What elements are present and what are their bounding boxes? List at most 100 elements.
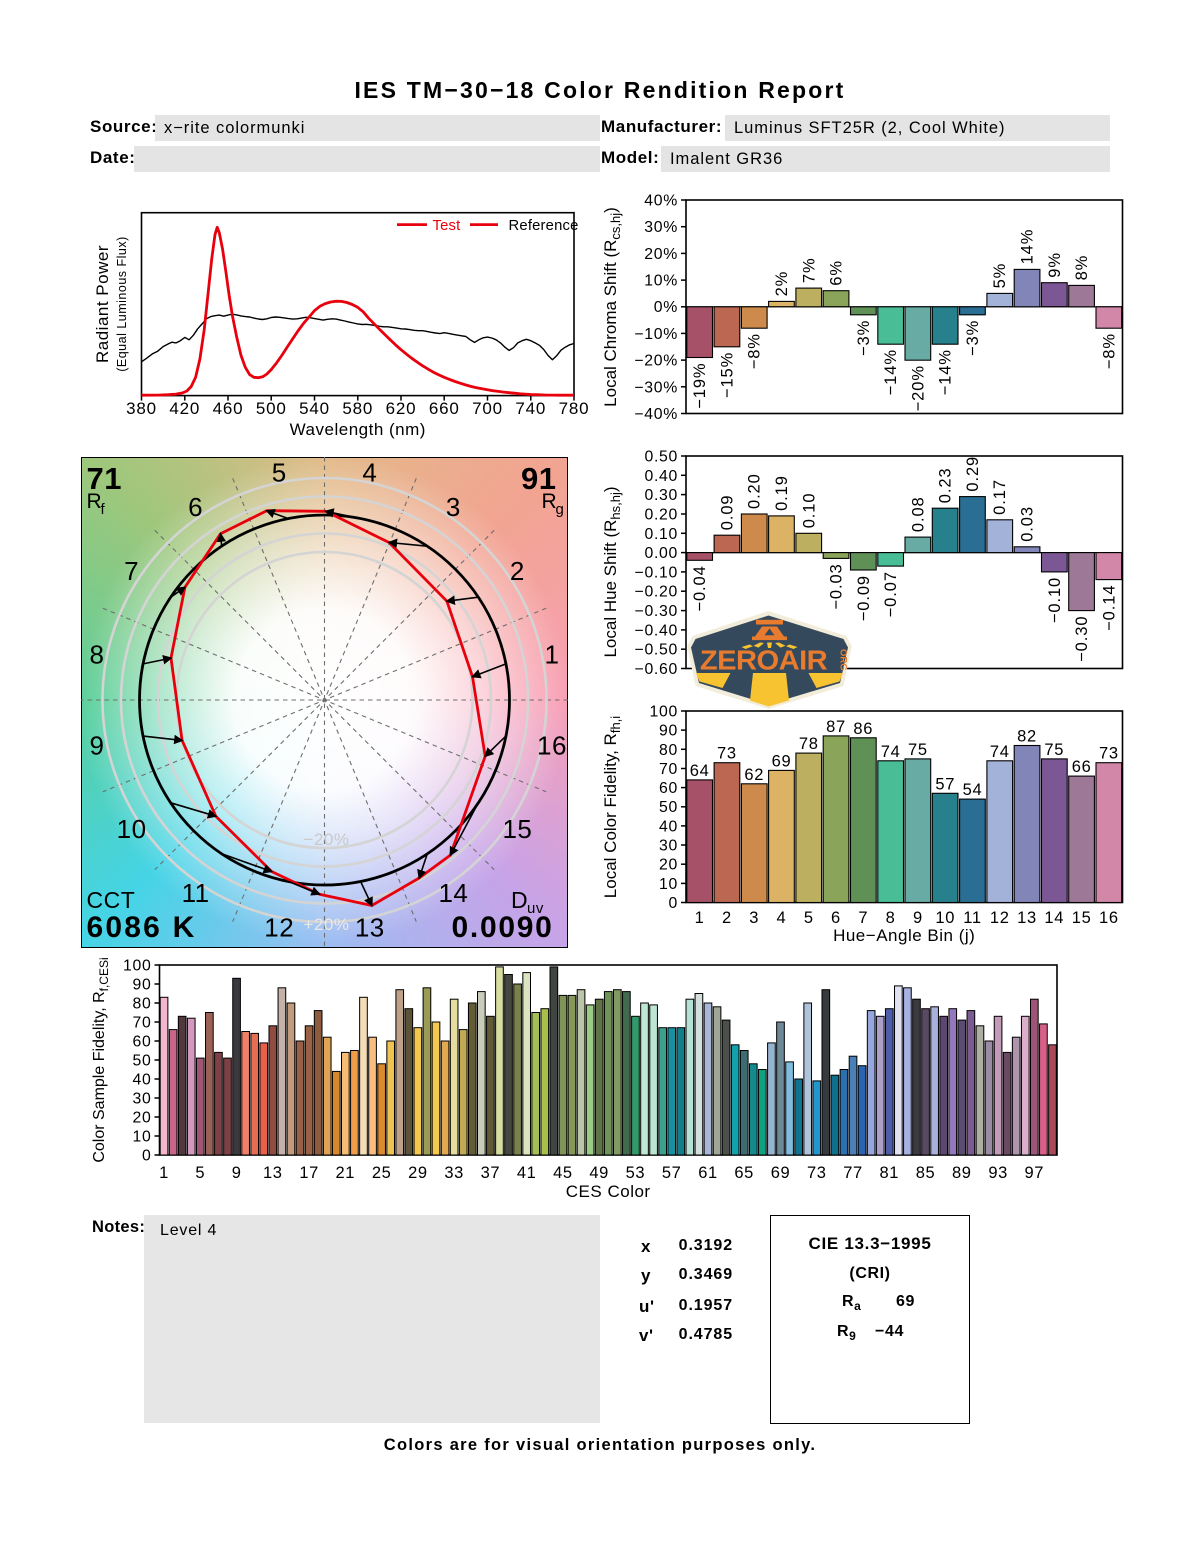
svg-text:100: 100	[123, 958, 151, 975]
svg-text:53: 53	[626, 1164, 646, 1182]
svg-text:0.30: 0.30	[644, 487, 678, 504]
svg-text:0%: 0%	[654, 299, 678, 316]
svg-text:4: 4	[777, 909, 787, 927]
svg-text:−0.04: −0.04	[691, 565, 709, 611]
svg-text:73: 73	[1099, 745, 1119, 763]
svg-text:10: 10	[116, 814, 146, 844]
svg-text:12: 12	[264, 913, 294, 943]
svg-text:7: 7	[124, 556, 139, 586]
svg-text:10: 10	[133, 1129, 152, 1146]
svg-text:−20%: −20%	[909, 365, 927, 411]
svg-text:87: 87	[826, 718, 846, 736]
svg-text:7%: 7%	[800, 257, 818, 283]
svg-text:21: 21	[336, 1164, 356, 1182]
svg-text:9: 9	[89, 730, 104, 760]
svg-text:78: 78	[799, 735, 819, 753]
svg-text:11: 11	[963, 909, 982, 927]
svg-text:15: 15	[1072, 909, 1092, 927]
svg-text:Local Hue Shift (Rhs,hj): Local Hue Shift (Rhs,hj)	[601, 486, 623, 657]
svg-text:8%: 8%	[1073, 255, 1091, 281]
svg-text:71: 71	[86, 461, 121, 496]
svg-text:0.10: 0.10	[800, 493, 818, 529]
svg-text:14: 14	[438, 878, 468, 908]
svg-text:3: 3	[749, 909, 759, 927]
svg-text:0.23: 0.23	[937, 467, 955, 503]
svg-text:60: 60	[133, 1034, 152, 1051]
svg-text:45: 45	[553, 1164, 573, 1182]
svg-text:0.00: 0.00	[644, 545, 678, 562]
svg-text:10%: 10%	[644, 273, 678, 290]
svg-text:−0.30: −0.30	[635, 603, 678, 620]
svg-text:64: 64	[690, 762, 710, 780]
svg-text:−0.07: −0.07	[882, 571, 900, 617]
svg-text:0: 0	[669, 895, 679, 912]
svg-text:69: 69	[772, 752, 792, 770]
svg-text:13: 13	[263, 1164, 283, 1182]
svg-text:16: 16	[1099, 909, 1119, 927]
svg-text:540: 540	[299, 399, 330, 418]
svg-text:580: 580	[342, 399, 373, 418]
svg-text:0.29: 0.29	[964, 456, 982, 492]
svg-text:40%: 40%	[644, 193, 678, 210]
svg-text:0.08: 0.08	[909, 496, 927, 532]
svg-text:33: 33	[444, 1164, 464, 1182]
svg-text:0.0090: 0.0090	[451, 911, 553, 944]
svg-text:700: 700	[472, 399, 503, 418]
svg-text:0.20: 0.20	[644, 507, 678, 524]
svg-text:4: 4	[362, 458, 377, 488]
svg-text:g: g	[555, 501, 564, 518]
svg-text:−0.20: −0.20	[635, 584, 678, 601]
svg-text:20: 20	[133, 1110, 152, 1127]
svg-text:2: 2	[509, 556, 524, 586]
svg-text:−20%: −20%	[303, 830, 349, 849]
svg-text:6%: 6%	[828, 260, 846, 286]
svg-text:CCT: CCT	[86, 887, 135, 913]
svg-text:13: 13	[354, 913, 384, 943]
svg-text:41: 41	[517, 1164, 537, 1182]
svg-text:−3%: −3%	[855, 320, 873, 356]
svg-text:(Equal Luminous Flux): (Equal Luminous Flux)	[115, 236, 129, 372]
svg-text:100: 100	[650, 704, 678, 721]
svg-text:9%: 9%	[1046, 252, 1064, 278]
svg-text:0.17: 0.17	[991, 479, 1009, 515]
svg-text:−30%: −30%	[634, 379, 678, 396]
svg-text:30: 30	[133, 1091, 152, 1108]
svg-text:74: 74	[881, 743, 901, 761]
svg-text:3: 3	[445, 492, 460, 522]
svg-text:37: 37	[481, 1164, 501, 1182]
svg-text:420: 420	[169, 399, 200, 418]
svg-text:15: 15	[502, 814, 532, 844]
svg-text:80: 80	[133, 996, 152, 1013]
svg-text:−20%: −20%	[634, 353, 678, 370]
svg-text:97: 97	[1025, 1164, 1045, 1182]
svg-text:ZEROAIR: ZEROAIR	[700, 645, 828, 676]
svg-text:85: 85	[916, 1164, 936, 1182]
svg-text:−8%: −8%	[746, 333, 764, 369]
svg-text:86: 86	[853, 720, 873, 738]
svg-text:5: 5	[271, 458, 286, 488]
svg-text:90: 90	[659, 723, 678, 740]
svg-text:+20%: +20%	[303, 915, 349, 934]
svg-text:10: 10	[659, 876, 678, 893]
svg-text:25: 25	[372, 1164, 392, 1182]
svg-text:−8%: −8%	[1100, 333, 1118, 369]
svg-text:73: 73	[717, 745, 737, 763]
svg-text:30%: 30%	[644, 219, 678, 236]
svg-text:20%: 20%	[644, 246, 678, 263]
svg-text:75: 75	[1044, 741, 1064, 759]
svg-text:8: 8	[89, 640, 104, 670]
svg-text:5%: 5%	[991, 263, 1009, 289]
svg-text:1: 1	[544, 640, 559, 670]
svg-text:60: 60	[659, 780, 678, 797]
svg-text:14%: 14%	[1019, 229, 1037, 265]
svg-text:460: 460	[213, 399, 244, 418]
svg-text:6: 6	[188, 492, 203, 522]
svg-text:20: 20	[659, 857, 678, 874]
svg-text:−0.60: −0.60	[635, 661, 678, 678]
svg-text:30: 30	[659, 838, 678, 855]
svg-text:10: 10	[935, 909, 955, 927]
svg-text:Test: Test	[433, 218, 461, 234]
svg-text:89: 89	[952, 1164, 972, 1182]
svg-text:−0.10: −0.10	[635, 564, 678, 581]
svg-text:−0.30: −0.30	[1073, 616, 1091, 662]
